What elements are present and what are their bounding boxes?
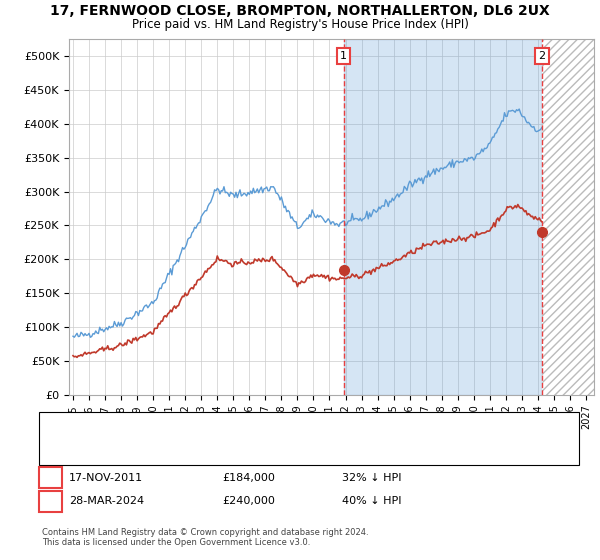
Text: 1: 1 — [47, 471, 54, 484]
Text: HPI: Average price, detached house, North Yorkshire: HPI: Average price, detached house, Nort… — [69, 444, 325, 454]
Text: 40% ↓ HPI: 40% ↓ HPI — [342, 496, 401, 506]
Text: Price paid vs. HM Land Registry's House Price Index (HPI): Price paid vs. HM Land Registry's House … — [131, 18, 469, 31]
Text: —: — — [54, 441, 70, 456]
Text: Contains HM Land Registry data © Crown copyright and database right 2024.
This d: Contains HM Land Registry data © Crown c… — [42, 528, 368, 547]
Text: 28-MAR-2024: 28-MAR-2024 — [69, 496, 144, 506]
Text: 2: 2 — [47, 494, 54, 508]
Text: £240,000: £240,000 — [222, 496, 275, 506]
Text: 17-NOV-2011: 17-NOV-2011 — [69, 473, 143, 483]
Text: 32% ↓ HPI: 32% ↓ HPI — [342, 473, 401, 483]
Text: 1: 1 — [340, 51, 347, 61]
Text: 17, FERNWOOD CLOSE, BROMPTON, NORTHALLERTON, DL6 2UX: 17, FERNWOOD CLOSE, BROMPTON, NORTHALLER… — [50, 4, 550, 18]
Text: —: — — [54, 420, 70, 435]
Text: 2: 2 — [538, 51, 545, 61]
Bar — [344, 39, 542, 395]
Text: £184,000: £184,000 — [222, 473, 275, 483]
Text: 17, FERNWOOD CLOSE, BROMPTON, NORTHALLERTON, DL6 2UX (detached house): 17, FERNWOOD CLOSE, BROMPTON, NORTHALLER… — [69, 423, 473, 433]
